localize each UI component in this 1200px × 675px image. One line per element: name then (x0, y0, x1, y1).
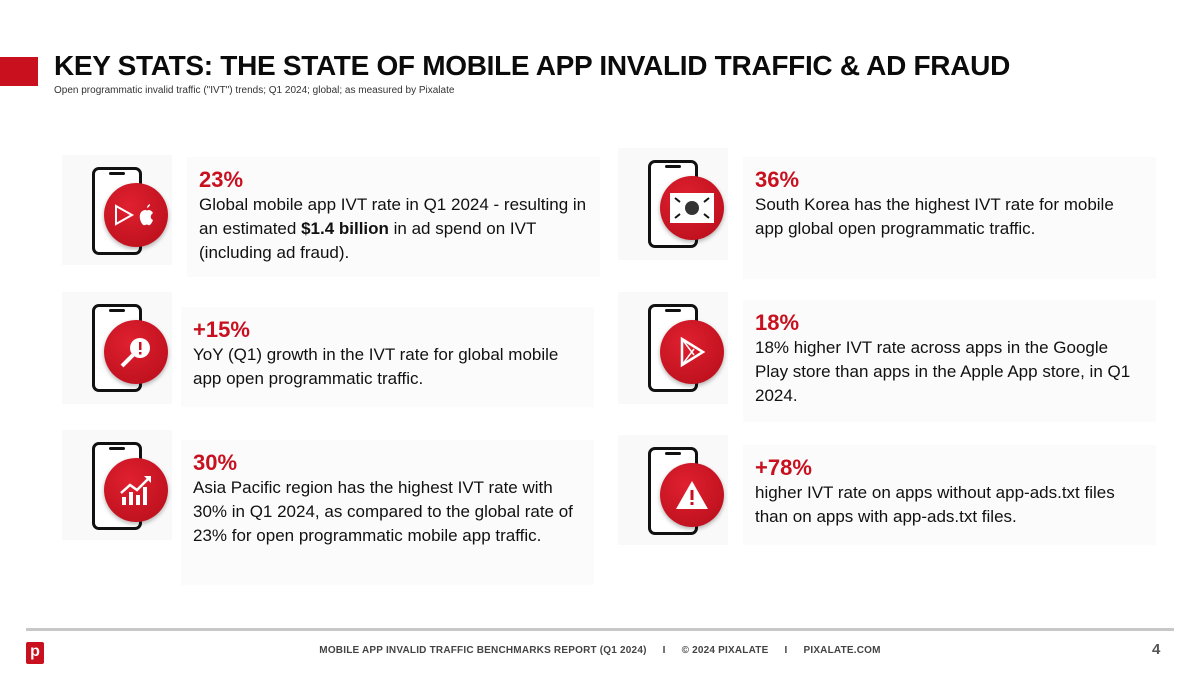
play-apple-icon (104, 183, 168, 247)
stat-value: 23% (199, 167, 244, 192)
footer-separator: I (784, 645, 788, 656)
stat-icon-box (62, 292, 172, 404)
stat-icon-box (618, 148, 728, 260)
stat-value: 36% (755, 167, 800, 192)
stat-description: South Korea has the highest IVT rate for… (755, 195, 1114, 238)
stat-value: +15% (193, 317, 250, 342)
stat-card: 23% Global mobile app IVT rate in Q1 202… (187, 157, 600, 277)
stat-description: higher IVT rate on apps without app-ads.… (755, 483, 1115, 526)
growth-chart-icon (104, 458, 168, 522)
stat-card: 36% South Korea has the highest IVT rate… (743, 157, 1156, 279)
stat-description: YoY (Q1) growth in the IVT rate for glob… (193, 345, 559, 388)
pixalate-logo: p (26, 642, 44, 664)
stat-value: +78% (755, 455, 812, 480)
accent-bar (0, 57, 38, 86)
footer-report-title: MOBILE APP INVALID TRAFFIC BENCHMARKS RE… (319, 645, 647, 656)
stat-card: 18% 18% higher IVT rate across apps in t… (743, 300, 1156, 422)
footer-separator: I (662, 645, 666, 656)
page-number: 4 (1152, 641, 1161, 658)
footer-divider (26, 628, 1174, 631)
stat-description: 18% higher IVT rate across apps in the G… (755, 338, 1131, 405)
stat-card: +15% YoY (Q1) growth in the IVT rate for… (181, 307, 594, 407)
page-subtitle: Open programmatic invalid traffic ("IVT"… (54, 85, 455, 96)
stat-description: Asia Pacific region has the highest IVT … (193, 478, 573, 545)
footer-copyright: © 2024 PIXALATE (681, 645, 769, 656)
south-korea-flag-icon (660, 176, 724, 240)
stat-card: +78% higher IVT rate on apps without app… (743, 445, 1156, 545)
stat-icon-box (618, 435, 728, 545)
stat-value: 18% (755, 310, 800, 335)
stat-icon-box (62, 430, 172, 540)
stat-icon-box (62, 155, 172, 265)
stat-card: 30% Asia Pacific region has the highest … (181, 440, 594, 585)
stat-icon-box (618, 292, 728, 404)
google-play-icon (660, 320, 724, 384)
magnifier-alert-icon (104, 320, 168, 384)
stat-description: Global mobile app IVT rate in Q1 2024 - … (199, 195, 587, 262)
warning-icon (660, 463, 724, 527)
page-title: KEY STATS: THE STATE OF MOBILE APP INVAL… (54, 50, 1010, 81)
footer-website-link[interactable]: PIXALATE.COM (803, 645, 881, 656)
stat-value: 30% (193, 450, 238, 475)
footer: MOBILE APP INVALID TRAFFIC BENCHMARKS RE… (0, 645, 1200, 656)
